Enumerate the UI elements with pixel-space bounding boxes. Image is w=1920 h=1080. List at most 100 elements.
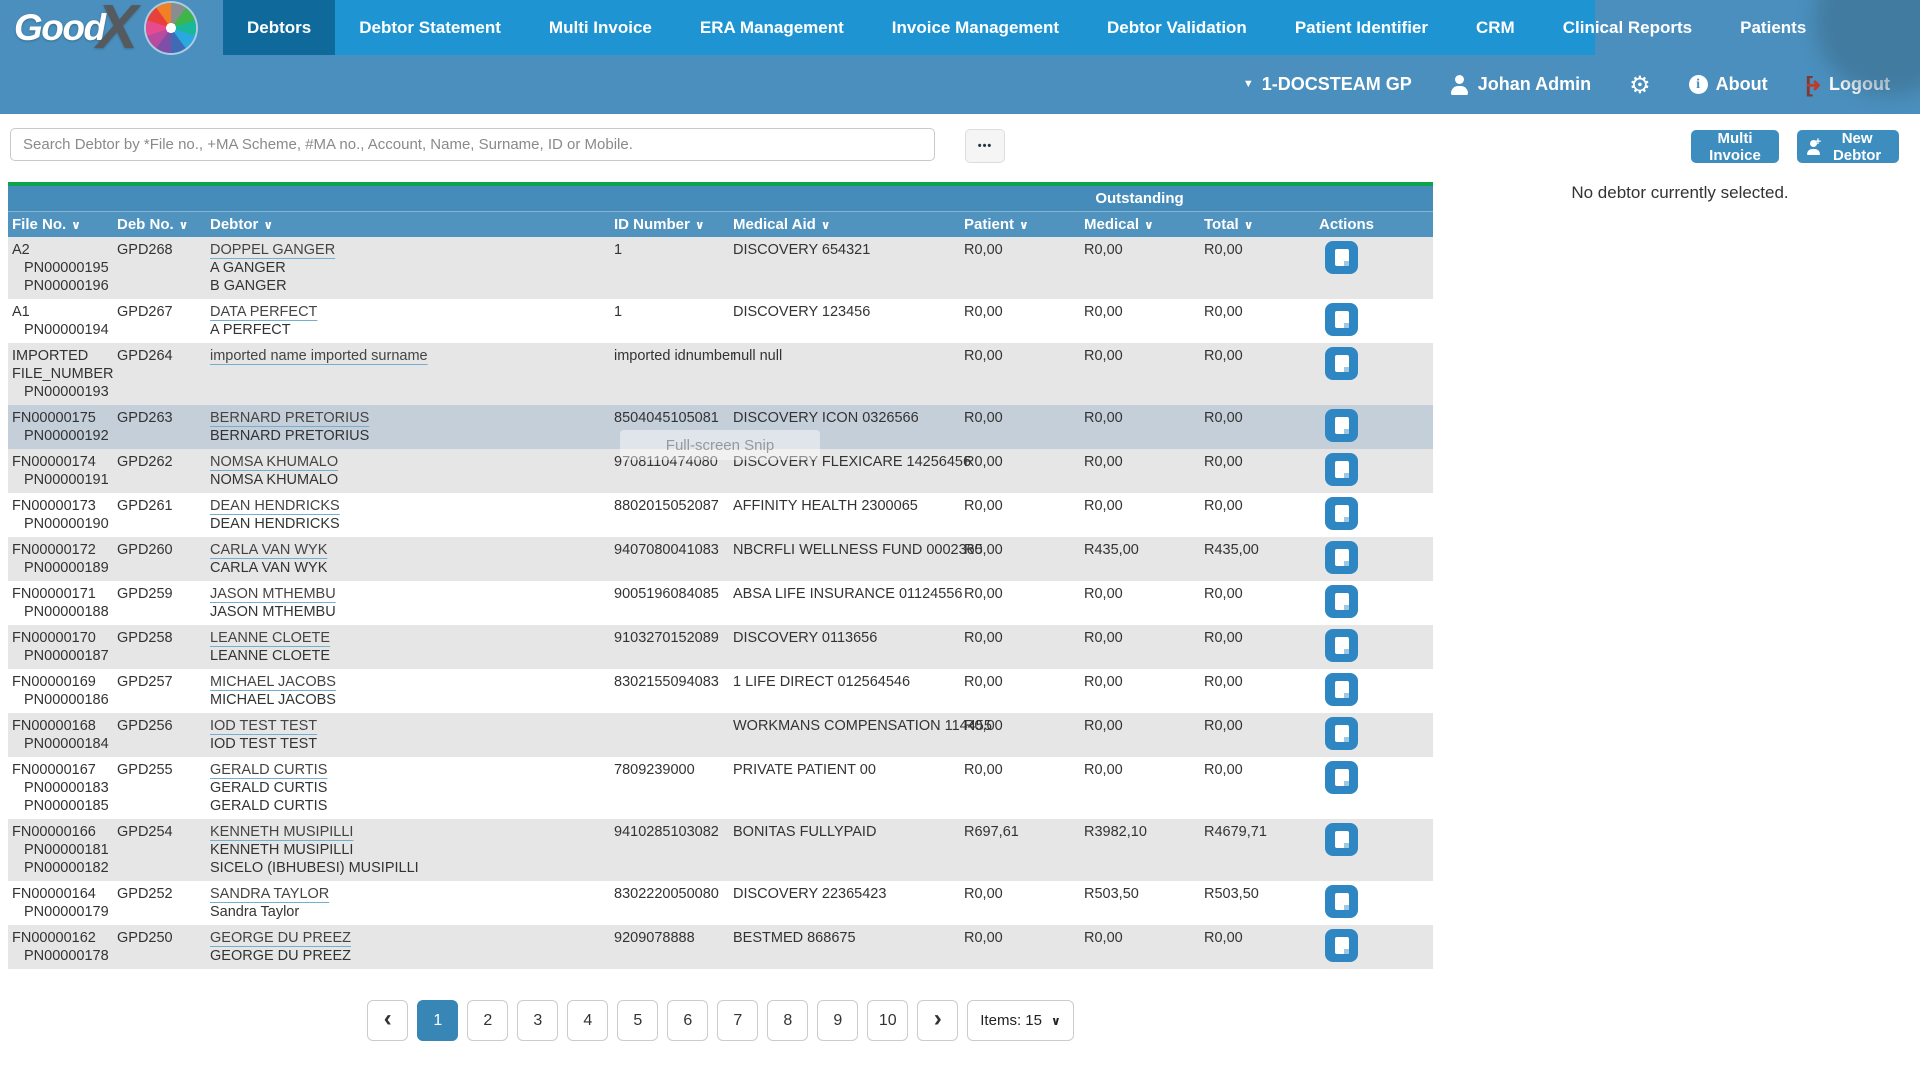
page-button-9[interactable]: 9 bbox=[817, 1000, 859, 1041]
open-debtor-button[interactable] bbox=[1325, 541, 1358, 574]
nav-item-debtor-statement[interactable]: Debtor Statement bbox=[359, 17, 501, 37]
open-debtor-button[interactable] bbox=[1325, 303, 1358, 336]
note-icon bbox=[1334, 311, 1349, 328]
more-options-button[interactable]: ••• bbox=[965, 129, 1005, 163]
practice-selector[interactable]: ▼ 1-DOCSTEAM GP bbox=[1243, 74, 1412, 95]
outstanding-total-amount: R0,00 bbox=[1204, 930, 1243, 946]
multi-invoice-button[interactable]: Multi Invoice bbox=[1691, 130, 1779, 164]
debtor-name-link[interactable]: DEAN HENDRICKS bbox=[210, 498, 340, 514]
column-header-file-no-[interactable]: File No. ∨ bbox=[12, 216, 117, 233]
table-row[interactable]: FN00000168 PN00000184 GPD256 IOD TEST TEST I… bbox=[8, 713, 1433, 757]
nav-item-patient-identifier[interactable]: Patient Identifier bbox=[1294, 17, 1428, 37]
nav-item-invoice-management[interactable]: Invoice Management bbox=[891, 17, 1060, 37]
nav-item-multi-invoice[interactable]: Multi Invoice bbox=[548, 17, 652, 37]
nav-item-debtor-validation[interactable]: Debtor Validation bbox=[1107, 17, 1247, 37]
debtor-name-link[interactable]: CARLA VAN WYK bbox=[210, 542, 328, 558]
open-debtor-button[interactable] bbox=[1325, 761, 1358, 794]
page-button-7[interactable]: 7 bbox=[717, 1000, 759, 1041]
previous-page-button[interactable]: ‹ bbox=[367, 1000, 409, 1041]
new-debtor-button[interactable]: New Debtor bbox=[1797, 130, 1899, 164]
logo-text-good: Good bbox=[14, 6, 106, 48]
items-per-page-select[interactable]: Items: 15 ∨ bbox=[967, 1000, 1074, 1041]
about-button[interactable]: i About bbox=[1688, 74, 1768, 95]
debtor-number: GPD259 bbox=[117, 586, 173, 602]
table-row[interactable]: FN00000171 PN00000188 GPD259 JASON MTHEMBU J… bbox=[8, 581, 1433, 625]
search-input[interactable] bbox=[10, 128, 935, 161]
debtor-name-link[interactable]: DATA PERFECT bbox=[210, 304, 318, 320]
outstanding-patient-amount: R0,00 bbox=[964, 304, 1003, 320]
table-row[interactable]: FN00000172 PN00000189 GPD260 CARLA VAN WYK C… bbox=[8, 537, 1433, 581]
debtor-name-link[interactable]: GERALD CURTIS bbox=[210, 762, 328, 778]
open-debtor-button[interactable] bbox=[1325, 823, 1358, 856]
nav-item-clinical-reports[interactable]: Clinical Reports bbox=[1562, 17, 1693, 37]
table-row[interactable]: FN00000167 PN00000183 PN00000185 GPD255 GERA… bbox=[8, 757, 1433, 819]
nav-item-era-management[interactable]: ERA Management bbox=[699, 17, 844, 37]
open-debtor-button[interactable] bbox=[1325, 717, 1358, 750]
debtor-name-link[interactable]: LEANNE CLOETE bbox=[210, 630, 331, 646]
table-row[interactable]: FN00000170 PN00000187 GPD258 LEANNE CLOETE L… bbox=[8, 625, 1433, 669]
column-header-total[interactable]: Total ∨ bbox=[1204, 216, 1319, 233]
table-row[interactable]: FN00000169 PN00000186 GPD257 MICHAEL JACOBS… bbox=[8, 669, 1433, 713]
debtor-name-link[interactable]: IOD TEST TEST bbox=[210, 718, 318, 734]
table-row[interactable]: FN00000174 PN00000191 GPD262 NOMSA KHUMALO N… bbox=[8, 449, 1433, 493]
patient-name: MICHAEL JACOBS bbox=[210, 692, 336, 708]
page-button-8[interactable]: 8 bbox=[767, 1000, 809, 1041]
open-debtor-button[interactable] bbox=[1325, 453, 1358, 486]
debtor-name-link[interactable]: imported name imported surname bbox=[210, 348, 428, 364]
table-row[interactable]: FN00000173 PN00000190 GPD261 DEAN HENDRICKS… bbox=[8, 493, 1433, 537]
open-debtor-button[interactable] bbox=[1325, 929, 1358, 962]
nav-item-debtors[interactable]: Debtors bbox=[223, 0, 336, 55]
debtor-name-link[interactable]: KENNETH MUSIPILLI bbox=[210, 824, 354, 840]
debtor-name-link[interactable]: GEORGE DU PREEZ bbox=[210, 930, 351, 946]
outstanding-total-amount: R0,00 bbox=[1204, 454, 1243, 470]
open-debtor-button[interactable] bbox=[1325, 673, 1358, 706]
open-debtor-button[interactable] bbox=[1325, 885, 1358, 918]
outstanding-total-amount: R503,50 bbox=[1204, 886, 1259, 902]
table-row[interactable]: A2 PN00000195 PN00000196 GPD268 DOPPEL GANGE… bbox=[8, 237, 1433, 299]
column-header-id-number[interactable]: ID Number ∨ bbox=[614, 216, 733, 233]
debtor-name-link[interactable]: JASON MTHEMBU bbox=[210, 586, 336, 602]
column-header-patient[interactable]: Patient ∨ bbox=[964, 216, 1084, 233]
open-debtor-button[interactable] bbox=[1325, 585, 1358, 618]
logout-button[interactable]: [➜ Logout bbox=[1806, 73, 1890, 96]
column-header-medical[interactable]: Medical ∨ bbox=[1084, 216, 1204, 233]
page-button-5[interactable]: 5 bbox=[617, 1000, 659, 1041]
outstanding-total-amount: R0,00 bbox=[1204, 304, 1243, 320]
outstanding-medical-amount: R0,00 bbox=[1084, 304, 1123, 320]
medical-aid: DISCOVERY 654321 bbox=[733, 242, 871, 258]
debtor-name-link[interactable]: SANDRA TAYLOR bbox=[210, 886, 330, 902]
page-button-4[interactable]: 4 bbox=[567, 1000, 609, 1041]
page-button-2[interactable]: 2 bbox=[467, 1000, 509, 1041]
debtor-name-link[interactable]: BERNARD PRETORIUS bbox=[210, 410, 370, 426]
open-debtor-button[interactable] bbox=[1325, 347, 1358, 380]
nav-item-crm[interactable]: CRM bbox=[1476, 17, 1515, 37]
user-menu[interactable]: Johan Admin bbox=[1450, 74, 1591, 95]
open-debtor-button[interactable] bbox=[1325, 497, 1358, 530]
page-button-3[interactable]: 3 bbox=[517, 1000, 559, 1041]
about-label: About bbox=[1715, 74, 1768, 94]
page-button-6[interactable]: 6 bbox=[667, 1000, 709, 1041]
table-row[interactable]: FN00000164 PN00000179 GPD252 SANDRA TAYLOR S… bbox=[8, 881, 1433, 925]
column-header-deb-no-[interactable]: Deb No. ∨ bbox=[117, 216, 210, 233]
open-debtor-button[interactable] bbox=[1325, 409, 1358, 442]
table-row[interactable]: A1 PN00000194 GPD267 DATA PERFECT A PERFECT 1… bbox=[8, 299, 1433, 343]
table-row[interactable]: FN00000162 PN00000178 GPD250 GEORGE DU PREE… bbox=[8, 925, 1433, 969]
medical-aid: 1 LIFE DIRECT 012564546 bbox=[733, 674, 911, 690]
nav-item-patients[interactable]: Patients bbox=[1740, 17, 1807, 37]
debtor-name-link[interactable]: DOPPEL GANGER bbox=[210, 242, 336, 258]
debtor-name-link[interactable]: NOMSA KHUMALO bbox=[210, 454, 339, 470]
column-header-medical-aid[interactable]: Medical Aid ∨ bbox=[733, 216, 964, 233]
open-debtor-button[interactable] bbox=[1325, 241, 1358, 274]
next-page-button[interactable]: › bbox=[917, 1000, 959, 1041]
medical-aid: PRIVATE PATIENT 00 bbox=[733, 762, 876, 778]
outstanding-patient-amount: R0,00 bbox=[964, 348, 1003, 364]
table-row[interactable]: IMPORTED FILE_NUMBER PN00000193 GPD264 impo… bbox=[8, 343, 1433, 405]
table-row[interactable]: FN00000175 PN00000192 GPD263 BERNARD PRETOR… bbox=[8, 405, 1433, 449]
column-header-debtor[interactable]: Debtor ∨ bbox=[210, 216, 614, 233]
page-button-10[interactable]: 10 bbox=[867, 1000, 909, 1041]
settings-button[interactable]: ⚙ bbox=[1629, 73, 1651, 97]
open-debtor-button[interactable] bbox=[1325, 629, 1358, 662]
page-button-1[interactable]: 1 bbox=[417, 1000, 459, 1041]
table-row[interactable]: FN00000166 PN00000181 PN00000182 GPD254 KENN… bbox=[8, 819, 1433, 881]
debtor-name-link[interactable]: MICHAEL JACOBS bbox=[210, 674, 336, 690]
